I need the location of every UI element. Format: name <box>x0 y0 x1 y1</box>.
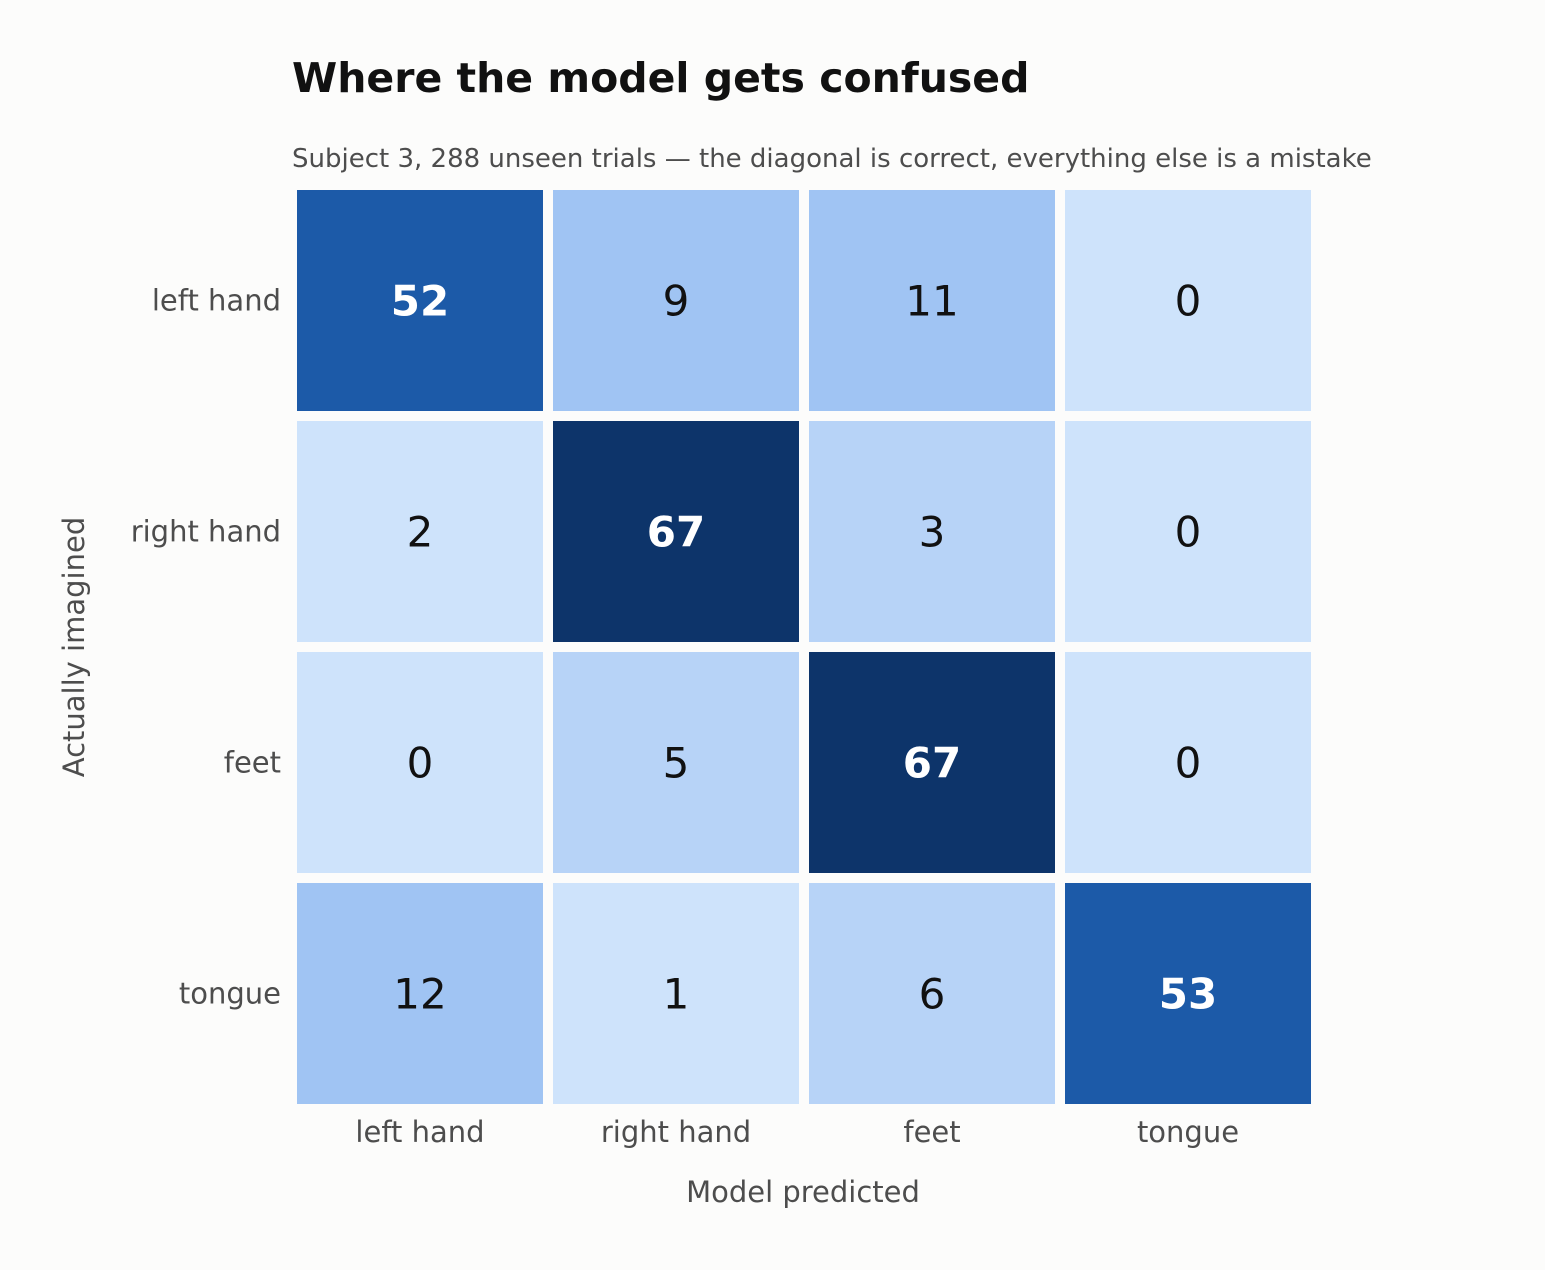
heatmap-cell <box>297 883 543 1104</box>
y-tick-label: feet <box>224 746 281 780</box>
x-axis-label: Model predicted <box>686 1175 920 1209</box>
cell-value-label: 2 <box>407 508 434 557</box>
y-axis-label: Actually imagined <box>57 517 91 777</box>
heatmap-cell <box>1065 190 1311 411</box>
chart-title: Where the model gets confused <box>292 54 1029 102</box>
heatmap-cell <box>297 421 543 642</box>
heatmap-cell <box>809 883 1055 1104</box>
heatmap-cell <box>809 190 1055 411</box>
x-tick-labels: left hand right hand feet tongue <box>355 1115 1239 1149</box>
cell-value-label: 12 <box>393 970 446 1019</box>
y-tick-label: right hand <box>131 515 281 549</box>
heatmap-cell <box>553 421 799 642</box>
cell-value-label: 1 <box>663 970 690 1019</box>
cell-value-label: 0 <box>1175 277 1202 326</box>
y-tick-labels: left hand right hand feet tongue <box>131 284 281 1011</box>
cell-value-label: 0 <box>1175 739 1202 788</box>
heatmap-cell <box>1065 652 1311 873</box>
heatmap-cell <box>297 652 543 873</box>
heatmap-cell <box>553 190 799 411</box>
heatmap-cell <box>297 190 543 411</box>
chart-subtitle: Subject 3, 288 unseen trials — the diago… <box>292 144 1372 174</box>
x-tick-label: tongue <box>1137 1115 1239 1149</box>
x-tick-label: right hand <box>601 1115 751 1149</box>
y-tick-label: left hand <box>152 284 281 318</box>
heatmap-cell <box>553 652 799 873</box>
cell-value-label: 67 <box>647 508 705 557</box>
heatmap-cell <box>1065 421 1311 642</box>
cell-value-label: 6 <box>919 970 946 1019</box>
x-tick-label: left hand <box>355 1115 484 1149</box>
cell-value-label: 53 <box>1159 970 1217 1019</box>
cell-value-label: 52 <box>391 277 449 326</box>
heatmap-cell <box>809 421 1055 642</box>
heatmap-cell <box>553 883 799 1104</box>
cell-value-label: 0 <box>1175 508 1202 557</box>
cell-value-label: 5 <box>663 739 690 788</box>
cell-value-label: 67 <box>903 739 961 788</box>
heatmap-cell <box>809 652 1055 873</box>
x-tick-label: feet <box>903 1115 960 1149</box>
cell-value-label: 11 <box>905 277 958 326</box>
cell-value-label: 3 <box>919 508 946 557</box>
cell-value-label: 0 <box>407 739 434 788</box>
y-tick-label: tongue <box>179 977 281 1011</box>
cell-value-label: 9 <box>663 277 690 326</box>
heatmap-cell <box>1065 883 1311 1104</box>
heatmap-cells: 52 9 11 0 2 67 3 0 0 5 67 0 12 1 6 53 <box>297 190 1311 1104</box>
